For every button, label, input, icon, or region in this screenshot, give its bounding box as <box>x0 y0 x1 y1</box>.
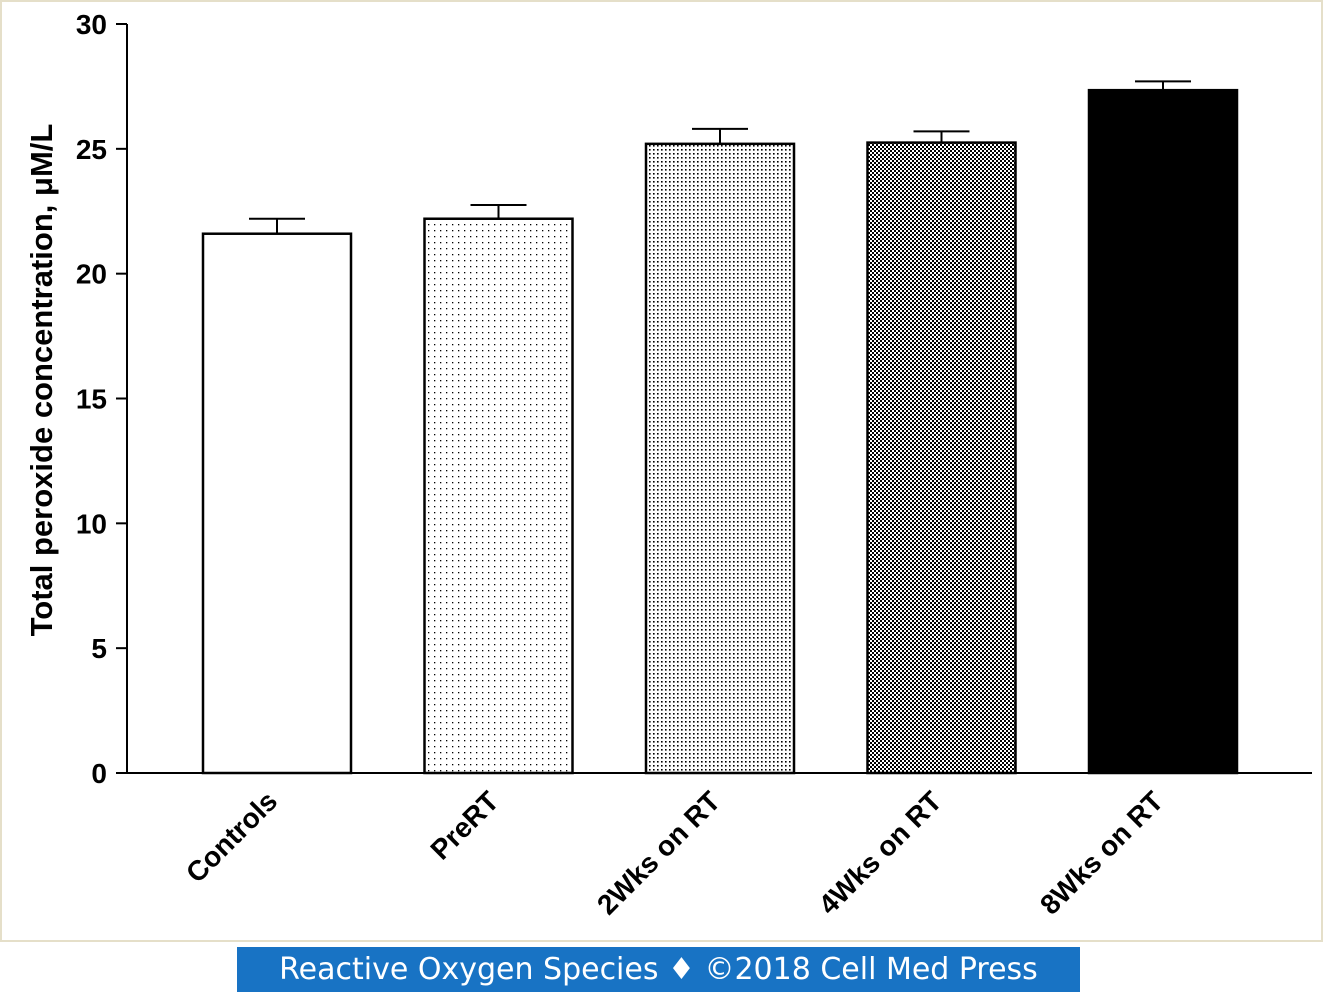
bar <box>1087 88 1239 775</box>
footer-banner: Reactive Oxygen Species ♦ ©2018 Cell Med… <box>237 947 1080 992</box>
bar-chart: 0 5 10 15 20 25 30 Controls PreRT 2Wks on RT 4Wks … <box>24 9 1312 921</box>
y-axis-label: Total peroxide concentration, μM/L <box>24 124 59 637</box>
y-tick-label: 30 <box>76 9 107 40</box>
y-tick-label: 10 <box>76 508 107 539</box>
y-tick-label: 20 <box>76 259 107 290</box>
x-tick-label: Controls <box>180 785 283 888</box>
bar <box>866 141 1017 775</box>
footer-text: Reactive Oxygen Species ♦ ©2018 Cell Med… <box>279 952 1038 987</box>
x-tick-label: 2Wks on RT <box>591 785 726 920</box>
bar <box>644 142 796 775</box>
bar <box>201 232 353 775</box>
y-tick-label: 25 <box>76 134 107 165</box>
x-tick-label: 4Wks on RT <box>813 785 948 920</box>
bar <box>423 217 574 775</box>
x-tick-label: PreRT <box>425 785 505 865</box>
y-tick-label: 15 <box>76 384 107 415</box>
y-tick-label: 0 <box>91 758 107 789</box>
y-tick-label: 5 <box>91 633 107 664</box>
x-tick-label: 8Wks on RT <box>1034 785 1169 920</box>
